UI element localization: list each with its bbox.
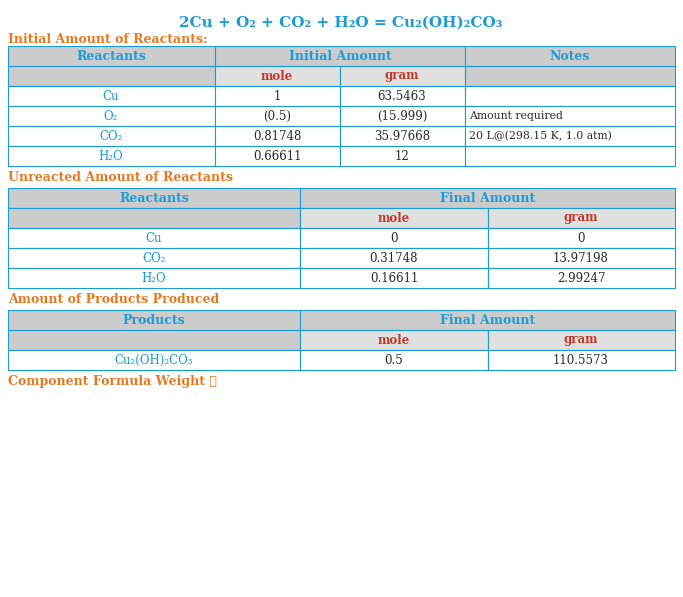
Text: gram: gram	[563, 334, 598, 346]
Bar	[215, 146, 340, 166]
Text: mole: mole	[378, 211, 410, 224]
Bar	[215, 66, 340, 86]
Text: gram: gram	[563, 211, 598, 224]
Text: 20 L@(298.15 K, 1.0 atm): 20 L@(298.15 K, 1.0 atm)	[469, 131, 612, 141]
Text: H₂O: H₂O	[141, 272, 167, 285]
Bar	[465, 106, 675, 126]
Bar	[8, 126, 215, 146]
Bar	[300, 268, 488, 288]
Text: Cu₂(OH)₂CO₃: Cu₂(OH)₂CO₃	[115, 353, 193, 367]
Text: Cu: Cu	[145, 232, 163, 245]
Text: Products: Products	[123, 313, 185, 327]
Text: mole: mole	[261, 69, 293, 82]
Bar	[488, 208, 675, 228]
Bar	[465, 146, 675, 166]
Bar	[465, 126, 675, 146]
Text: 0.81748: 0.81748	[253, 130, 301, 143]
Text: 13.97198: 13.97198	[553, 251, 609, 264]
Text: Final Amount: Final Amount	[440, 192, 535, 205]
Text: 2.99247: 2.99247	[557, 272, 605, 285]
Bar	[465, 66, 675, 86]
Text: mole: mole	[378, 334, 410, 346]
Text: O₂: O₂	[104, 109, 118, 122]
Text: CO₂: CO₂	[142, 251, 166, 264]
Bar	[8, 208, 300, 228]
Bar	[215, 46, 465, 66]
Bar	[340, 106, 465, 126]
Bar	[300, 330, 488, 350]
Text: (0.5): (0.5)	[263, 109, 291, 122]
Bar	[300, 310, 675, 330]
Text: gram: gram	[385, 69, 419, 82]
Text: Amount required: Amount required	[469, 111, 563, 121]
Bar	[8, 46, 215, 66]
Text: Initial Amount: Initial Amount	[289, 50, 391, 63]
Text: Unreacted Amount of Reactants: Unreacted Amount of Reactants	[8, 171, 233, 184]
Text: 0.5: 0.5	[385, 353, 404, 367]
Text: 12: 12	[395, 149, 409, 162]
Bar	[215, 106, 340, 126]
Bar	[8, 106, 215, 126]
Bar	[8, 350, 300, 370]
Bar	[300, 228, 488, 248]
Text: Component Formula Weight 🖩: Component Formula Weight 🖩	[8, 375, 217, 388]
Bar	[300, 248, 488, 268]
Bar	[340, 146, 465, 166]
Text: Reactants: Reactants	[119, 192, 189, 205]
Text: CO₂: CO₂	[99, 130, 123, 143]
Bar	[300, 208, 488, 228]
Bar	[8, 66, 215, 86]
Bar	[8, 86, 215, 106]
Bar	[340, 66, 465, 86]
Text: (15.999): (15.999)	[377, 109, 427, 122]
Bar	[8, 146, 215, 166]
Text: 0.16611: 0.16611	[370, 272, 418, 285]
Bar	[215, 126, 340, 146]
Bar	[340, 86, 465, 106]
Bar	[8, 268, 300, 288]
Bar	[8, 188, 300, 208]
Text: Final Amount: Final Amount	[440, 313, 535, 327]
Text: 0.66611: 0.66611	[253, 149, 301, 162]
Bar	[8, 310, 300, 330]
Text: 35.97668: 35.97668	[374, 130, 430, 143]
Bar	[340, 126, 465, 146]
Text: Cu: Cu	[102, 90, 120, 103]
Text: Reactants: Reactants	[76, 50, 146, 63]
Text: 2Cu + O₂ + CO₂ + H₂O = Cu₂(OH)₂CO₃: 2Cu + O₂ + CO₂ + H₂O = Cu₂(OH)₂CO₃	[180, 16, 503, 30]
Bar	[8, 330, 300, 350]
Bar	[215, 86, 340, 106]
Text: 1: 1	[273, 90, 281, 103]
Text: H₂O: H₂O	[98, 149, 124, 162]
Text: Initial Amount of Reactants:: Initial Amount of Reactants:	[8, 33, 208, 46]
Bar	[8, 228, 300, 248]
Bar	[488, 268, 675, 288]
Text: 0: 0	[577, 232, 585, 245]
Text: Notes: Notes	[550, 50, 590, 63]
Bar	[488, 228, 675, 248]
Bar	[465, 86, 675, 106]
Bar	[8, 248, 300, 268]
Text: 110.5573: 110.5573	[553, 353, 609, 367]
Text: 0.31748: 0.31748	[370, 251, 418, 264]
Bar	[465, 46, 675, 66]
Text: 63.5463: 63.5463	[378, 90, 426, 103]
Text: Amount of Products Produced: Amount of Products Produced	[8, 293, 219, 306]
Bar	[488, 248, 675, 268]
Bar	[488, 330, 675, 350]
Bar	[488, 350, 675, 370]
Bar	[300, 350, 488, 370]
Text: 0: 0	[390, 232, 398, 245]
Bar	[300, 188, 675, 208]
